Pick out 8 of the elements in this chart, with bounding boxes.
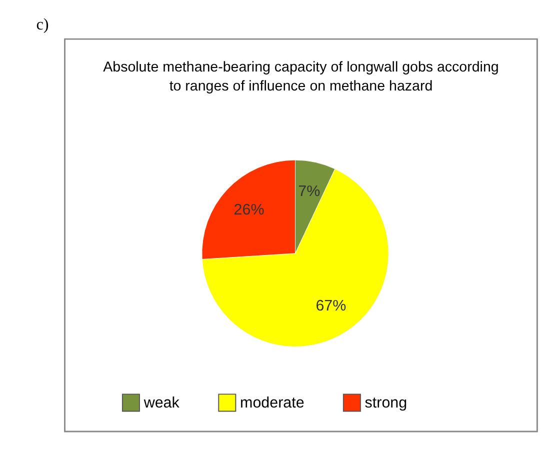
legend-label: strong	[364, 394, 408, 412]
data-label: 7%	[298, 183, 320, 200]
legend-label: moderate	[240, 394, 304, 412]
legend-label: weak	[142, 394, 180, 412]
chart-title: Absolute methane-bearing capacity of longwall gobs according to ranges of influence on methane hazard	[103, 59, 499, 95]
text: c)	[36, 16, 49, 34]
data-label: 26%	[234, 202, 264, 219]
data-label: 67%	[316, 298, 346, 315]
